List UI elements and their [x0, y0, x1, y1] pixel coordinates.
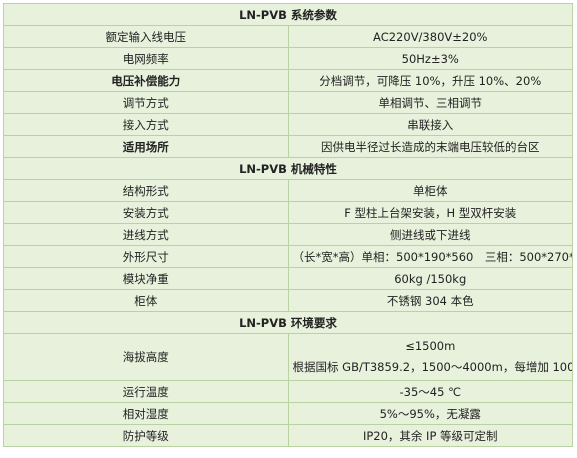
row-label: 额定输入线电压: [3, 25, 289, 48]
row-value-secondary: 根据国标 GB/T3859.2，1500～4000m，每增加 100m，功率降低…: [292, 360, 572, 374]
row-label: 相对湿度: [3, 402, 289, 425]
section-title: LN-PVB 系统参数: [3, 3, 573, 26]
table-row: 进线方式 侧进线或下进线: [3, 223, 573, 246]
table-row: 电压补偿能力 分档调节，可降压 10%，升压 10%、20%: [3, 69, 573, 92]
section-title: LN-PVB 机械特性: [3, 157, 573, 180]
row-value: 因供电半径过长造成的末端电压较低的台区: [287, 135, 573, 158]
row-label: 调节方式: [3, 91, 289, 114]
row-value: -35～45 ℃: [287, 380, 573, 403]
row-value: ≤1500m: [405, 339, 456, 353]
row-label: 安装方式: [3, 201, 289, 224]
table-row: 防护等级 IP20，其余 IP 等级可定制: [3, 424, 573, 447]
row-value: AC220V/380V±20%: [287, 25, 573, 48]
table-row: 海拔高度 ≤1500m 根据国标 GB/T3859.2，1500～4000m，每…: [3, 333, 573, 381]
table-row: 模块净重 60kg /150kg: [3, 267, 573, 290]
row-value: 不锈钢 304 本色: [287, 289, 573, 312]
row-value: 5%～95%，无凝露: [287, 402, 573, 425]
row-label: 接入方式: [3, 113, 289, 136]
row-label: 外形尺寸: [3, 245, 289, 268]
row-value: 分档调节，可降压 10%，升压 10%、20%: [287, 69, 573, 92]
row-value: 单柜体: [287, 179, 573, 202]
row-label: 适用场所: [3, 135, 289, 158]
table-row: 适用场所 因供电半径过长造成的末端电压较低的台区: [3, 135, 573, 158]
section-header-row: LN-PVB 机械特性: [3, 157, 573, 180]
spec-table: LN-PVB 系统参数 额定输入线电压 AC220V/380V±20% 电网频率…: [3, 3, 573, 447]
section-header-row: LN-PVB 系统参数: [3, 3, 573, 26]
row-value: 60kg /150kg: [287, 267, 573, 290]
row-label: 防护等级: [3, 424, 289, 447]
table-row: 接入方式 串联接入: [3, 113, 573, 136]
row-label: 电压补偿能力: [3, 69, 289, 92]
row-label: 结构形式: [3, 179, 289, 202]
table-row: 相对湿度 5%～95%，无凝露: [3, 402, 573, 425]
section-title: LN-PVB 环境要求: [3, 311, 573, 334]
table-row: 调节方式 单相调节、三相调节: [3, 91, 573, 114]
row-value: 串联接入: [287, 113, 573, 136]
row-label: 运行温度: [3, 380, 289, 403]
row-value: IP20，其余 IP 等级可定制: [287, 424, 573, 447]
table-row: 电网频率 50Hz±3%: [3, 47, 573, 70]
table-row: 安装方式 F 型柱上台架安装，H 型双杆安装: [3, 201, 573, 224]
row-value: （长*宽*高）单相：500*190*560 三相：500*270*545mm: [287, 245, 573, 268]
row-label: 电网频率: [3, 47, 289, 70]
row-value: 50Hz±3%: [287, 47, 573, 70]
row-value: 侧进线或下进线: [287, 223, 573, 246]
row-label: 进线方式: [3, 223, 289, 246]
table-row: 外形尺寸 （长*宽*高）单相：500*190*560 三相：500*270*54…: [3, 245, 573, 268]
table-row: 运行温度 -35～45 ℃: [3, 380, 573, 403]
table-row: 结构形式 单柜体: [3, 179, 573, 202]
row-value-multiline: ≤1500m 根据国标 GB/T3859.2，1500～4000m，每增加 10…: [287, 333, 573, 381]
row-label: 柜体: [3, 289, 289, 312]
table-row: 额定输入线电压 AC220V/380V±20%: [3, 25, 573, 48]
table-row: 柜体 不锈钢 304 本色: [3, 289, 573, 312]
row-label: 模块净重: [3, 267, 289, 290]
section-header-row: LN-PVB 环境要求: [3, 311, 573, 334]
row-label: 海拔高度: [3, 333, 289, 381]
row-value: 单相调节、三相调节: [287, 91, 573, 114]
row-value: F 型柱上台架安装，H 型双杆安装: [287, 201, 573, 224]
